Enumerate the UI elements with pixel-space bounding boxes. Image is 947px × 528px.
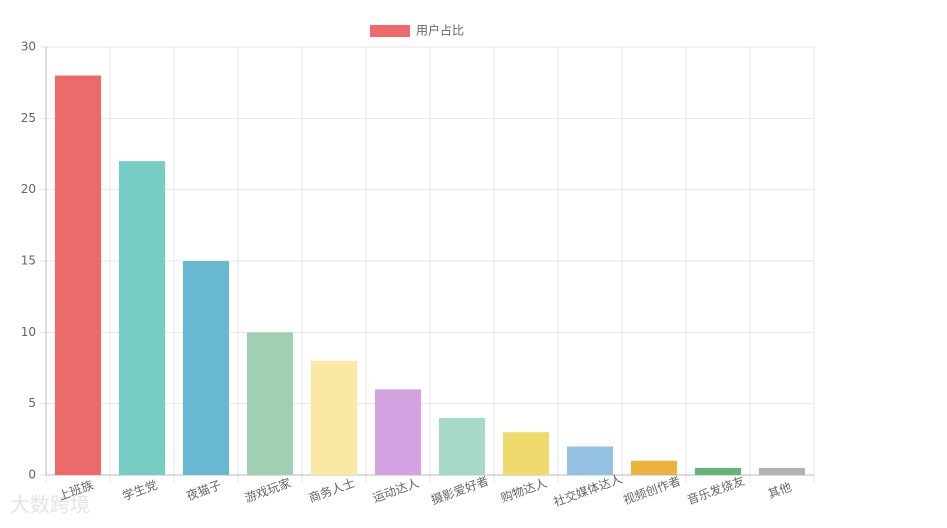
x-tick-label: 社交媒体达人 <box>551 471 624 510</box>
bar <box>566 446 614 475</box>
y-tick-label: 25 <box>21 111 36 125</box>
y-tick-label: 0 <box>28 468 36 482</box>
x-tick-label: 运动达人 <box>371 476 421 506</box>
x-tick-label: 商务人士 <box>307 475 357 506</box>
bar <box>310 360 358 475</box>
y-tick-label: 30 <box>21 40 36 54</box>
bar <box>54 75 102 476</box>
bar <box>118 161 166 475</box>
x-tick-label: 购物达人 <box>499 475 549 506</box>
bar <box>630 460 678 475</box>
y-tick-label: 10 <box>21 325 36 339</box>
x-tick-label: 其他 <box>766 480 793 501</box>
bar <box>438 417 486 475</box>
y-tick-label: 5 <box>28 396 36 410</box>
bar <box>182 261 230 475</box>
x-tick-label: 音乐发烧友 <box>685 473 747 508</box>
bar <box>502 432 550 475</box>
bar <box>374 389 422 475</box>
x-tick-label: 学生党 <box>120 477 159 503</box>
bar <box>758 467 806 475</box>
watermark: 大数跨境 <box>10 493 90 517</box>
legend-label: 用户占比 <box>416 23 464 38</box>
y-tick-label: 20 <box>21 182 36 196</box>
x-tick-label: 摄影爱好者 <box>429 473 491 508</box>
bar <box>694 467 742 475</box>
legend-swatch <box>370 25 410 37</box>
x-tick-label: 游戏玩家 <box>243 475 293 506</box>
x-tick-label: 夜猫子 <box>184 477 223 503</box>
x-tick-label: 视频创作者 <box>621 473 683 508</box>
y-tick-label: 15 <box>21 254 36 268</box>
bar <box>246 332 294 475</box>
